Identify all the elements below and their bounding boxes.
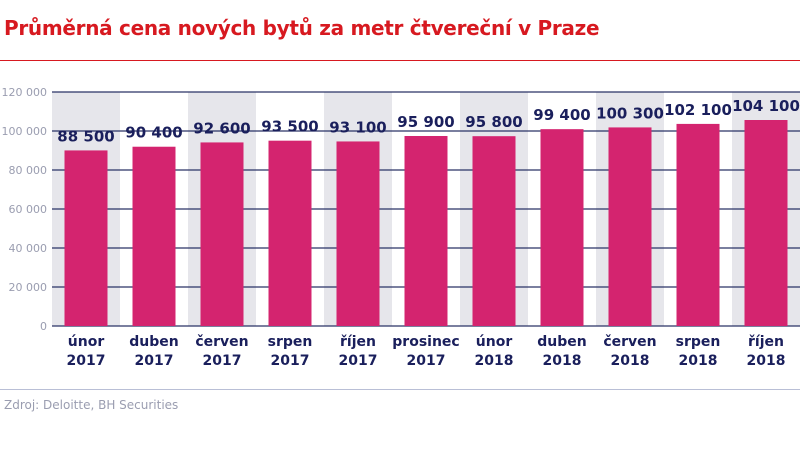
bar: [608, 127, 652, 326]
data-label: 95 900: [397, 113, 454, 131]
data-label: 88 500: [57, 127, 114, 145]
y-tick-label: 20 000: [9, 281, 48, 294]
x-tick-label: 2017: [67, 353, 106, 369]
x-tick-label: 2018: [543, 353, 582, 369]
x-tick-label: duben: [537, 334, 586, 350]
data-label: 93 100: [329, 118, 386, 136]
data-label: 102 100: [664, 101, 732, 119]
y-tick-label: 80 000: [9, 164, 48, 177]
y-tick-label: 120 000: [2, 86, 48, 99]
data-label: 93 500: [261, 118, 318, 136]
data-label: 92 600: [193, 119, 250, 137]
x-tick-label: červen: [195, 334, 248, 350]
bar: [404, 135, 448, 326]
y-tick-label: 60 000: [9, 203, 48, 216]
bar: [676, 123, 720, 326]
x-tick-label: 2017: [271, 353, 310, 369]
bar: [540, 129, 584, 326]
bar: [268, 140, 312, 326]
y-tick-label: 100 000: [2, 125, 48, 138]
x-tick-label: 2018: [611, 353, 650, 369]
x-tick-label: 2017: [339, 353, 378, 369]
x-tick-label: srpen: [676, 334, 721, 350]
x-tick-label: 2018: [679, 353, 718, 369]
x-tick-label: říjen: [340, 334, 376, 350]
data-label: 100 300: [596, 104, 664, 122]
x-tick-label: 2017: [135, 353, 174, 369]
y-tick-label: 40 000: [9, 242, 48, 255]
title-divider: [0, 60, 800, 61]
bar: [744, 120, 788, 326]
chart-title: Průměrná cena nových bytů za metr čtvere…: [4, 16, 600, 40]
x-tick-label: 2018: [475, 353, 514, 369]
bar: [472, 136, 516, 326]
x-tick-label: prosinec: [392, 334, 459, 350]
y-tick-label: 0: [40, 320, 47, 333]
x-tick-label: říjen: [748, 334, 784, 350]
x-tick-label: únor: [476, 334, 513, 350]
x-tick-label: červen: [603, 334, 656, 350]
x-tick-label: únor: [68, 334, 105, 350]
bar: [64, 150, 108, 326]
x-tick-label: 2017: [407, 353, 446, 369]
source-divider: [0, 389, 800, 390]
source-note: Zdroj: Deloitte, BH Securities: [4, 398, 179, 412]
x-tick-label: srpen: [268, 334, 313, 350]
data-label: 99 400: [533, 106, 590, 124]
bar: [132, 146, 176, 326]
data-label: 90 400: [125, 124, 182, 142]
x-tick-label: 2017: [203, 353, 242, 369]
x-tick-label: duben: [129, 334, 178, 350]
bar: [336, 141, 380, 326]
x-tick-label: 2018: [747, 353, 786, 369]
bar: [200, 142, 244, 326]
data-label: 104 100: [732, 97, 800, 115]
data-label: 95 800: [465, 113, 522, 131]
